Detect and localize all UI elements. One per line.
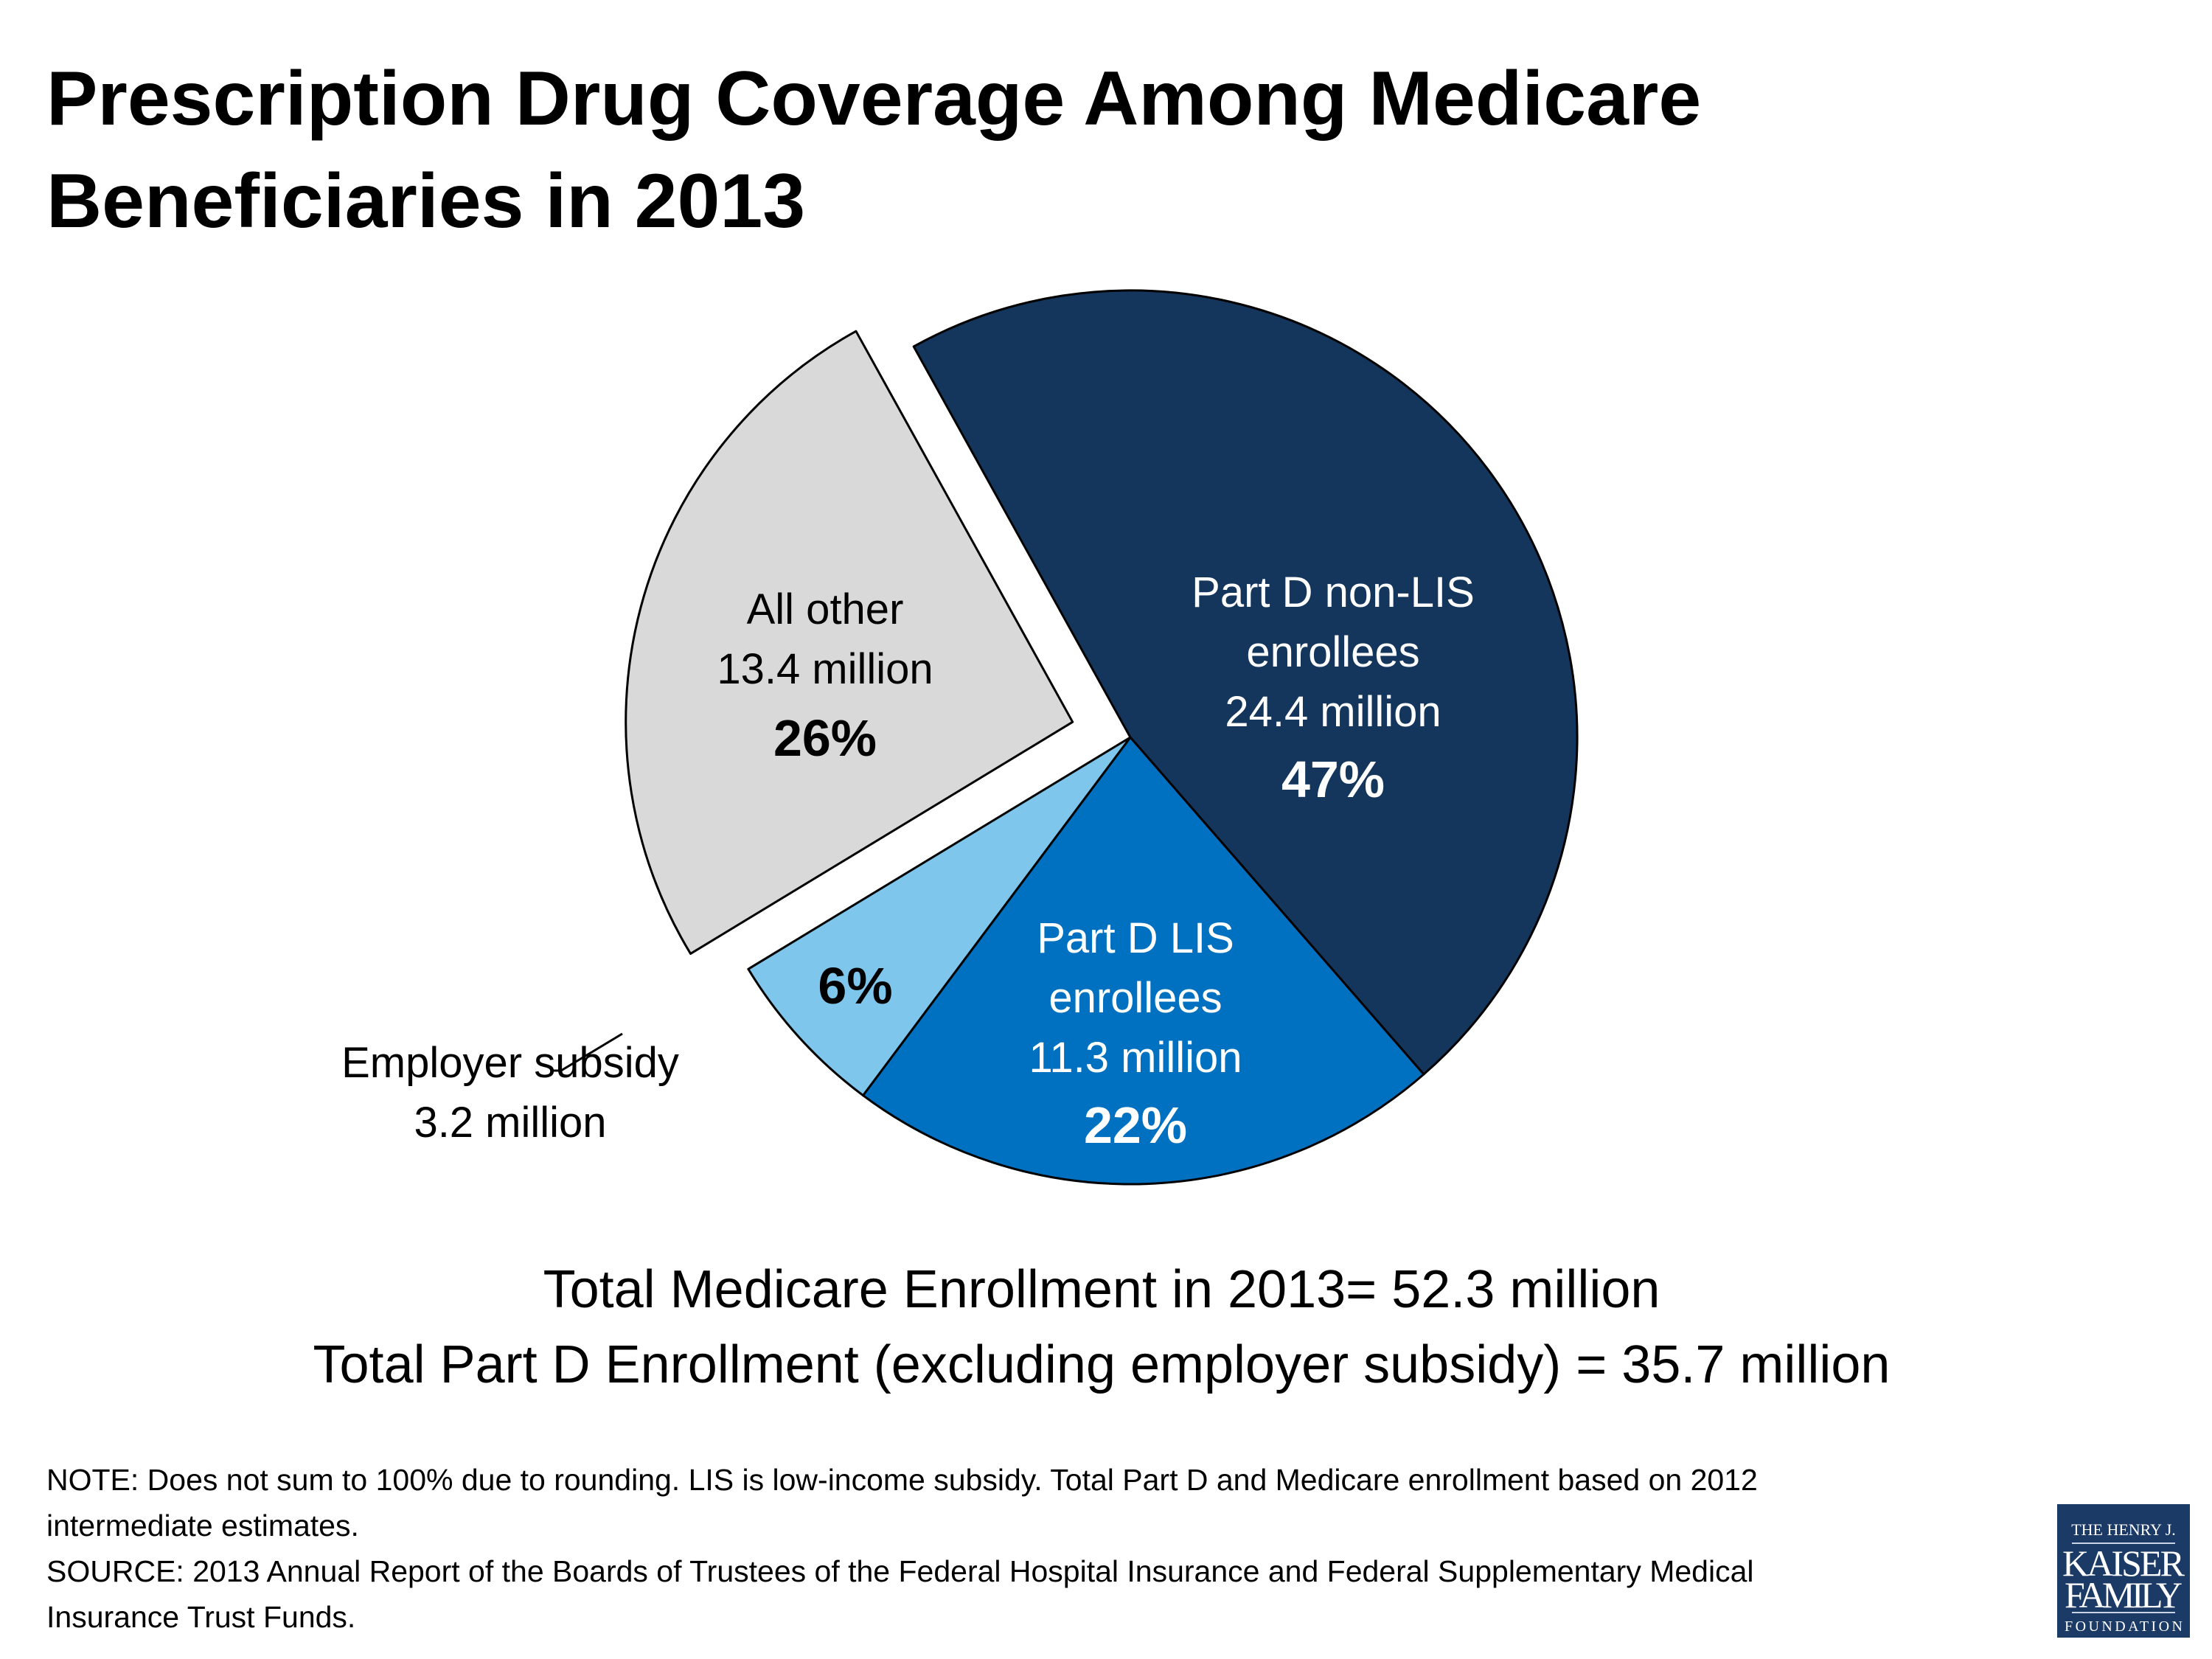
label-employer-percent: 6% [818,957,892,1015]
slice-all-other [625,330,1074,955]
label-employer-value: 3.2 million [414,1099,606,1147]
employer-leader-line [552,1032,623,1072]
label-all-other-line-1: All other [747,585,904,633]
logo-line-2: KAISER [2062,1543,2185,1584]
logo-line-4: FOUNDATION [2065,1618,2183,1635]
total-part-d: Total Part D Enrollment (excluding emplo… [313,1335,1891,1394]
source-line-1: SOURCE: 2013 Annual Report of the Boards… [46,1554,1754,1588]
label-lis: Part D LIS enrollees 11.3 million 22% [1029,914,1242,1154]
logo-line-3: FAMILY [2065,1574,2183,1615]
label-non-lis-value: 24.4 million [1225,688,1441,736]
label-non-lis-percent: 47% [1281,751,1385,808]
label-lis-percent: 22% [1084,1096,1187,1154]
logo-line-1: THE HENRY J. [2071,1520,2176,1539]
logo-background [2057,1504,2190,1638]
label-non-lis-line-2: enrollees [1246,628,1419,676]
pie-chart [625,289,1579,1186]
title-line-1: Prescription Drug Coverage Among Medicar… [46,56,1701,142]
slice-part-d-lis [862,736,1425,1186]
label-lis-value: 11.3 million [1029,1034,1242,1082]
totals: Total Medicare Enrollment in 2013= 52.3 … [313,1260,1891,1394]
kff-logo: THE HENRY J. KAISER FAMILY FOUNDATION [2057,1504,2190,1638]
notes: NOTE: Does not sum to 100% due to roundi… [46,1463,1758,1634]
slice-employer-subsidy [747,736,1132,1097]
page-title: Prescription Drug Coverage Among Medicar… [46,56,1701,244]
label-all-other: All other 13.4 million 26% [717,585,933,767]
label-lis-line-2: enrollees [1048,974,1222,1022]
title-line-2: Beneficiaries in 2013 [46,159,805,244]
label-all-other-percent: 26% [773,709,877,767]
source-line-2: Insurance Trust Funds. [46,1600,355,1634]
label-non-lis-line-1: Part D non-LIS [1192,568,1475,616]
note-line-1: NOTE: Does not sum to 100% due to roundi… [46,1463,1758,1497]
label-employer-line-1: Employer subsidy [341,1039,679,1087]
label-non-lis: Part D non-LIS enrollees 24.4 million 47… [1192,568,1475,808]
note-line-2: intermediate estimates. [46,1509,359,1543]
label-all-other-value: 13.4 million [717,645,933,693]
label-employer: 6% Employer subsidy 3.2 million [341,957,892,1147]
label-lis-line-1: Part D LIS [1037,914,1234,962]
slice-part-d-non-lis [912,289,1579,1076]
total-medicare: Total Medicare Enrollment in 2013= 52.3 … [543,1260,1660,1319]
